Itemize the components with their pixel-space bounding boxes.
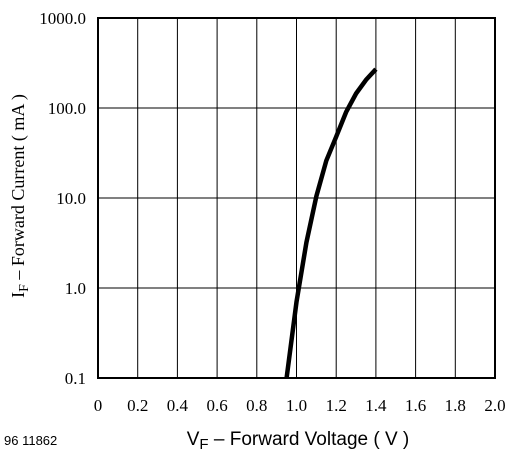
y-tick-label-0: 0.1 — [65, 369, 86, 388]
figure-id: 96 11862 — [4, 433, 57, 448]
y-tick-labels: 0.1 1.0 10.0 100.0 1000.0 — [39, 9, 86, 388]
grid — [98, 18, 495, 378]
y-tick-label-4: 1000.0 — [39, 9, 86, 28]
x-tick-labels: 0 0.2 0.4 0.6 0.8 1.0 1.2 1.4 1.6 1.8 2.0 — [94, 396, 506, 415]
y-axis-label: IF – Forward Current ( mA ) — [8, 94, 32, 298]
x-tick-label-7: 1.4 — [365, 396, 387, 415]
plot-frame — [97, 17, 496, 379]
x-tick-label-2: 0.4 — [167, 396, 189, 415]
y-tick-label-2: 10.0 — [56, 189, 86, 208]
x-tick-label-0: 0 — [94, 396, 103, 415]
x-tick-label-3: 0.6 — [206, 396, 227, 415]
x-tick-label-1: 0.2 — [127, 396, 148, 415]
x-tick-label-6: 1.2 — [326, 396, 347, 415]
x-tick-label-8: 1.6 — [405, 396, 426, 415]
x-tick-label-10: 2.0 — [484, 396, 505, 415]
y-tick-label-1: 1.0 — [65, 279, 86, 298]
y-tick-label-3: 100.0 — [48, 99, 86, 118]
x-tick-label-5: 1.0 — [286, 396, 307, 415]
series-line — [284, 67, 378, 379]
x-axis-label: VF – Forward Voltage ( V ) — [187, 429, 410, 452]
x-tick-label-9: 1.8 — [445, 396, 466, 415]
x-tick-label-4: 0.8 — [246, 396, 267, 415]
